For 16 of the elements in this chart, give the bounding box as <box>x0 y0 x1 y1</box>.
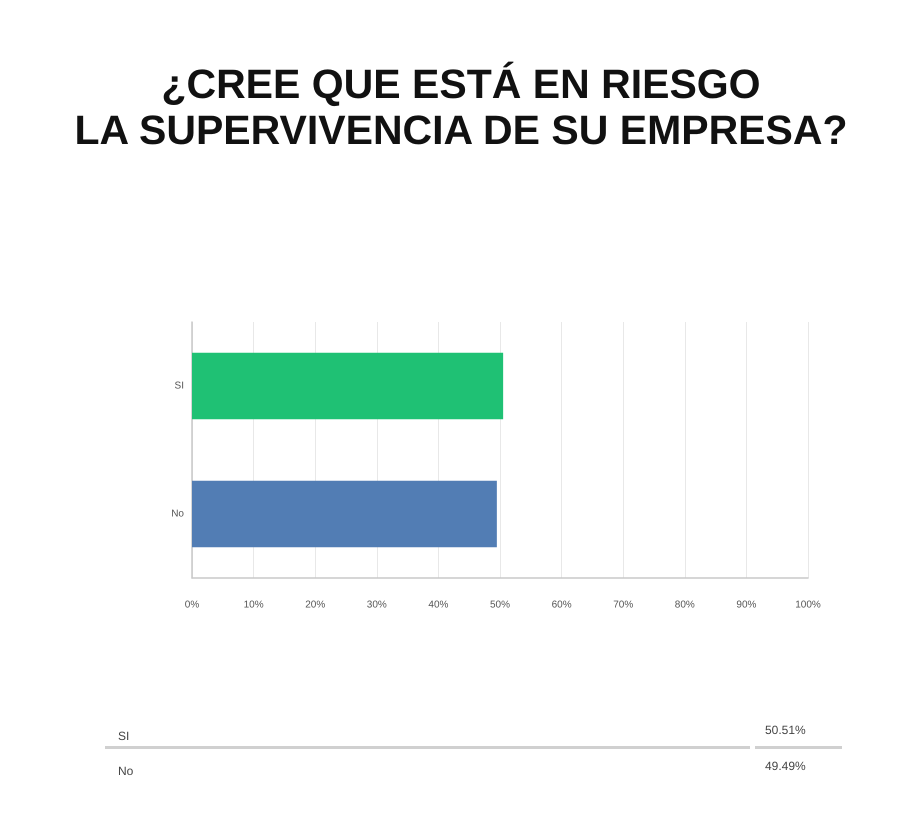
text: 49.49% <box>765 758 807 773</box>
x-tick-label: 90% <box>736 600 757 610</box>
x-tick-label: 80% <box>674 600 695 610</box>
x-tick-label: 0% <box>184 600 200 610</box>
text: 50.51% <box>765 722 807 737</box>
category-label: No <box>118 764 134 778</box>
x-tick-label: 60% <box>552 600 572 610</box>
x-tick-label: 10% <box>244 600 264 610</box>
chart-title: ¿CREE QUE ESTÁ EN RIESGO LA SUPERVIVENCIA DE SU EMPRESA? <box>74 61 848 153</box>
x-tick-label: 30% <box>366 600 387 610</box>
x-tick-label: 20% <box>305 600 326 610</box>
x-tick-label: 40% <box>428 600 449 610</box>
x-tick-label: 70% <box>613 600 634 610</box>
x-tick-label: 100% <box>795 600 821 610</box>
x-tick-label: 50% <box>490 600 510 610</box>
category-label: SI <box>118 729 130 743</box>
